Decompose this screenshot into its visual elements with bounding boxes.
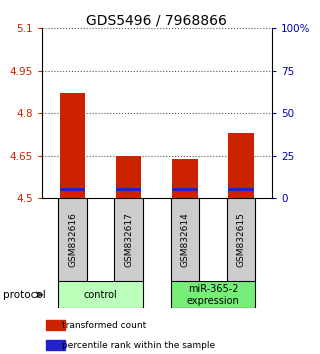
Bar [60, 93, 85, 198]
Bar [58, 198, 87, 281]
Bar [46, 340, 65, 350]
Bar [116, 188, 141, 190]
Text: GSM832614: GSM832614 [180, 212, 189, 267]
Text: percentile rank within the sample: percentile rank within the sample [62, 341, 215, 350]
Bar [60, 188, 85, 190]
Bar [171, 198, 199, 281]
Bar [116, 156, 141, 198]
Text: miR-365-2
expression: miR-365-2 expression [187, 284, 239, 306]
Bar [227, 198, 255, 281]
Bar [171, 281, 255, 308]
Title: GDS5496 / 7968866: GDS5496 / 7968866 [86, 13, 227, 27]
Bar [114, 198, 143, 281]
Text: GSM832617: GSM832617 [124, 212, 133, 267]
Text: GSM832615: GSM832615 [236, 212, 245, 267]
Text: GSM832616: GSM832616 [68, 212, 77, 267]
Text: transformed count: transformed count [62, 321, 147, 330]
Text: protocol: protocol [3, 290, 46, 300]
Bar [172, 159, 197, 198]
Bar [58, 281, 143, 308]
Bar [172, 188, 197, 190]
Bar [228, 133, 254, 198]
Bar [228, 188, 254, 190]
Text: control: control [84, 290, 117, 300]
Bar [46, 320, 65, 330]
